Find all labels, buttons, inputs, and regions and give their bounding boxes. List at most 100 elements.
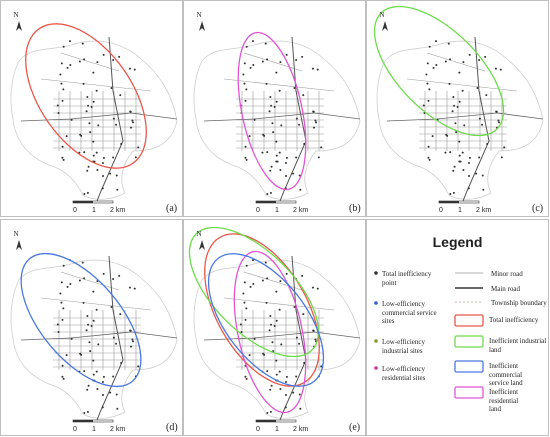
inefficiency-point — [86, 96, 89, 99]
inefficiency-point — [92, 71, 95, 74]
inefficiency-point — [468, 53, 471, 56]
inefficiency-point — [83, 58, 86, 61]
inefficiency-point — [245, 45, 248, 48]
inefficiency-point — [278, 308, 281, 311]
inefficiency-point — [481, 174, 484, 177]
inefficiency-point — [112, 277, 115, 280]
inefficiency-point — [278, 89, 281, 92]
inefficiency-point — [261, 60, 264, 63]
inefficiency-point — [109, 391, 112, 394]
inefficiency-point — [134, 156, 137, 159]
inefficiency-point — [112, 117, 115, 120]
inefficiency-point — [268, 329, 271, 332]
inefficiency-point — [87, 384, 90, 387]
inefficiency-point — [245, 377, 248, 380]
inefficiency-point — [311, 286, 314, 289]
inefficiency-point — [102, 53, 105, 56]
inefficiency-point — [478, 58, 481, 61]
map-panel-a: N 0 1 2 km (a) — [0, 0, 183, 217]
inefficiency-point — [303, 362, 306, 365]
north-arrow-icon — [199, 21, 205, 31]
standard-deviation-ellipse — [233, 250, 307, 414]
inefficiency-point — [270, 384, 273, 387]
inefficiency-point — [468, 156, 471, 159]
inefficiency-point — [449, 151, 452, 154]
inefficiency-point — [61, 145, 64, 148]
scale-bar-fill — [439, 201, 459, 203]
inefficiency-point — [454, 122, 457, 125]
inefficiency-point — [453, 104, 456, 107]
minor-road — [223, 78, 335, 92]
inefficiency-point — [70, 118, 73, 121]
inefficiency-point — [292, 172, 295, 175]
inefficiency-point — [57, 331, 60, 334]
north-arrow-icon — [199, 240, 205, 250]
inefficiency-point — [87, 323, 90, 326]
inefficiency-point — [302, 94, 305, 97]
minor-road-grid — [223, 271, 335, 370]
inefficiency-point — [97, 343, 100, 346]
inefficiency-point — [484, 55, 487, 58]
inefficiency-point — [252, 64, 255, 67]
inefficiency-point — [278, 151, 281, 154]
legend-item-main-road: Main road — [491, 285, 520, 293]
inefficiency-point — [95, 308, 98, 311]
inefficiency-point — [115, 342, 118, 345]
inefficiency-point — [90, 325, 93, 328]
panel-label-b: (b) — [349, 203, 361, 214]
minor-road-grid — [406, 52, 518, 151]
inefficiency-point — [62, 45, 65, 48]
inefficiency-point — [59, 73, 62, 76]
inefficiency-point — [110, 305, 113, 308]
inefficiency-point — [81, 261, 84, 264]
inefficiency-point — [500, 156, 503, 159]
inefficiency-point — [458, 100, 461, 103]
legend-ellipse-symbol — [454, 314, 484, 327]
inefficiency-point — [273, 106, 276, 109]
inefficiency-point — [455, 131, 458, 134]
inefficiency-point — [298, 174, 301, 177]
inefficiency-point — [78, 60, 81, 63]
inefficiency-point — [251, 259, 254, 262]
inefficiency-point — [266, 277, 269, 280]
minor-road — [40, 78, 152, 92]
inefficiency-point — [62, 158, 65, 161]
inefficiency-point — [112, 58, 115, 61]
legend-ellipse-symbol — [454, 360, 484, 373]
scale-zero: 0 — [439, 207, 443, 214]
inefficiency-point — [261, 279, 264, 282]
inefficiency-point — [275, 359, 278, 362]
inefficiency-point — [312, 110, 315, 113]
panel-label-a: (a) — [166, 203, 178, 214]
inefficiency-point — [97, 124, 100, 127]
inefficiency-point — [68, 40, 71, 43]
inefficiency-point — [251, 40, 254, 43]
inefficiency-point — [434, 40, 437, 43]
inefficiency-point — [284, 381, 287, 384]
minor-road-grid — [40, 52, 152, 151]
inefficiency-point — [261, 151, 264, 154]
inefficiency-point — [86, 388, 89, 391]
standard-deviation-ellipse — [207, 253, 325, 387]
minor-road-grid — [223, 52, 335, 151]
inefficiency-point — [270, 165, 273, 168]
inefficiency-point — [426, 82, 429, 85]
inefficiency-point — [62, 88, 65, 91]
inefficiency-point — [265, 301, 268, 304]
inefficiency-point — [301, 55, 304, 58]
inefficiency-point — [311, 67, 314, 70]
north-arrow-icon — [16, 240, 22, 250]
inefficiency-point — [86, 169, 89, 172]
inefficiency-point — [314, 119, 317, 122]
inefficiency-point — [112, 336, 115, 339]
scale-two: 2 km — [110, 426, 126, 433]
minor-road — [40, 297, 152, 311]
map-b-svg — [193, 21, 361, 204]
inefficiency-point — [269, 388, 272, 391]
inefficiency-point — [452, 96, 455, 99]
inefficiency-point — [92, 373, 95, 376]
inefficiency-point — [86, 191, 89, 194]
inefficiency-point — [116, 188, 119, 191]
minor-road — [60, 271, 120, 291]
inefficiency-point — [78, 151, 81, 154]
